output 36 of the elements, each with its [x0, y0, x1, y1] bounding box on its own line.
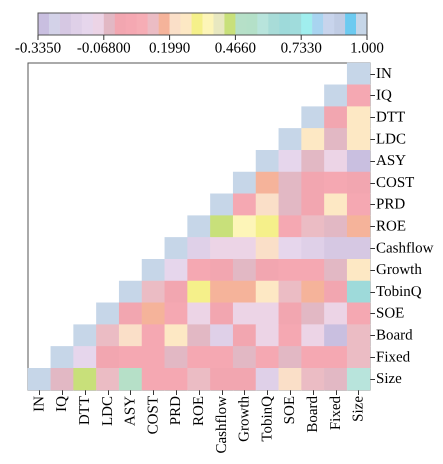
x-tick-label: ASY	[122, 396, 139, 426]
x-tick-label: SOE	[282, 396, 298, 424]
y-tick-label: ROE	[376, 218, 406, 234]
x-tick-label: IN	[31, 396, 48, 412]
y-tick-label: ASY	[376, 153, 406, 170]
x-tick-label: PRD	[168, 396, 184, 426]
x-tick-label: ROE	[191, 396, 207, 426]
y-tick-label: TobinQ	[376, 284, 422, 300]
y-tick-label: Growth	[376, 262, 422, 278]
x-tick-label: DTT	[77, 396, 93, 426]
color-bar-label: 0.4660	[214, 40, 256, 56]
y-tick-label: PRD	[376, 196, 406, 213]
y-tick-label: IQ	[376, 88, 392, 104]
y-tick-label: Board	[376, 328, 414, 344]
x-tick-label: Growth	[236, 396, 253, 442]
y-tick-label: DTT	[376, 110, 406, 126]
y-tick-label: Size	[376, 371, 402, 388]
x-tick-label: IQ	[54, 396, 70, 412]
x-tick-label: Board	[305, 396, 321, 433]
color-bar-label: 0.1990	[148, 40, 190, 56]
x-tick-label: Cashflow	[214, 396, 230, 454]
x-tick-label: LDC	[100, 396, 116, 426]
x-tick-label: COST	[145, 396, 162, 434]
y-tick-label: IN	[376, 66, 392, 82]
x-tick-label: Fixed	[328, 396, 344, 430]
y-tick-label: Fixed	[376, 349, 411, 366]
color-bar-label: -0.3350	[14, 40, 62, 56]
y-tick-label: SOE	[376, 306, 404, 322]
y-tick-label: Cashflow	[376, 240, 434, 256]
x-tick-label: TobinQ	[259, 396, 276, 442]
color-bar-label: 0.7330	[280, 40, 322, 56]
color-bar-label: -0.06800	[76, 40, 131, 56]
x-tick-label: Size	[350, 396, 367, 422]
y-tick-label: LDC	[376, 131, 406, 148]
y-tick-label: COST	[376, 174, 414, 191]
color-bar-label: 1.000	[350, 40, 384, 56]
